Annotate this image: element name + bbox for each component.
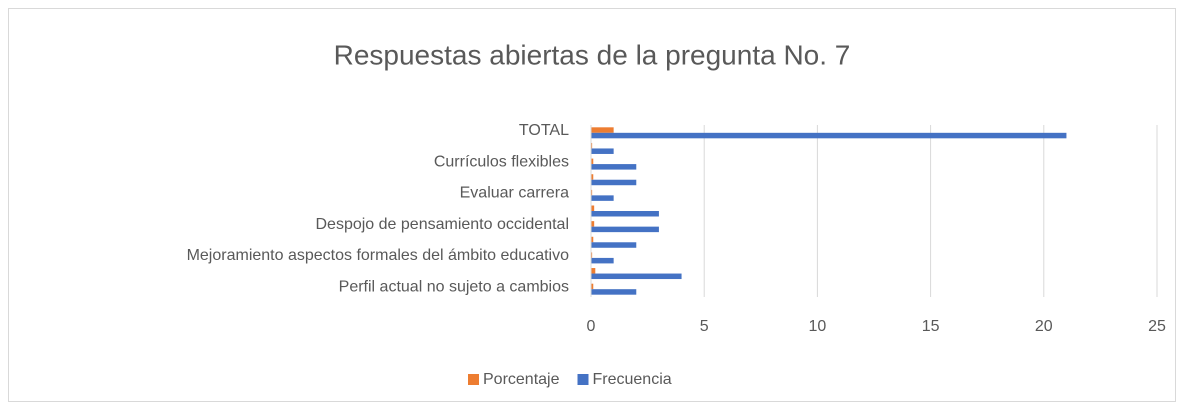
x-tick-label: 15	[922, 318, 940, 335]
bar	[591, 226, 659, 233]
bar	[591, 221, 595, 227]
legend-label: Frecuencia	[593, 371, 672, 388]
x-tick-label: 25	[1148, 318, 1166, 335]
bar	[591, 189, 593, 196]
y-tick-label: Mejoramiento aspectos formales del ámbit…	[187, 247, 570, 264]
bar	[591, 179, 637, 186]
legend-label: Porcentaje	[483, 371, 560, 388]
bar	[591, 252, 593, 258]
legend-swatch	[468, 374, 479, 385]
bar	[591, 148, 614, 154]
bar	[591, 164, 637, 170]
y-tick-label: Evaluar carrera	[460, 185, 569, 202]
bar	[591, 257, 614, 264]
x-tick-label: 5	[700, 318, 709, 335]
bar	[591, 195, 614, 201]
bar	[591, 132, 1067, 139]
bar	[591, 283, 594, 290]
bar	[591, 127, 614, 133]
bar	[591, 289, 637, 295]
chart-title: Respuestas abiertas de la pregunta No. 7	[334, 39, 851, 70]
x-tick-label: 0	[587, 318, 596, 335]
bar	[591, 268, 596, 274]
bar	[591, 236, 594, 243]
y-tick-label: TOTAL	[519, 122, 569, 139]
legend-swatch	[577, 374, 589, 385]
y-tick-label: Currículos flexibles	[434, 153, 569, 170]
y-tick-label: Perfil actual no sujeto a cambios	[339, 278, 569, 295]
x-tick-label: 20	[1035, 318, 1053, 335]
bar	[591, 174, 594, 180]
y-tick-label: Despojo de pensamiento occidental	[316, 216, 570, 233]
bar	[591, 242, 637, 248]
bar	[591, 158, 594, 165]
bar	[591, 211, 659, 217]
x-tick-label: 10	[809, 318, 827, 335]
bar	[591, 273, 682, 280]
chart-border	[8, 8, 1176, 402]
bar	[591, 142, 593, 149]
bar	[591, 205, 595, 211]
